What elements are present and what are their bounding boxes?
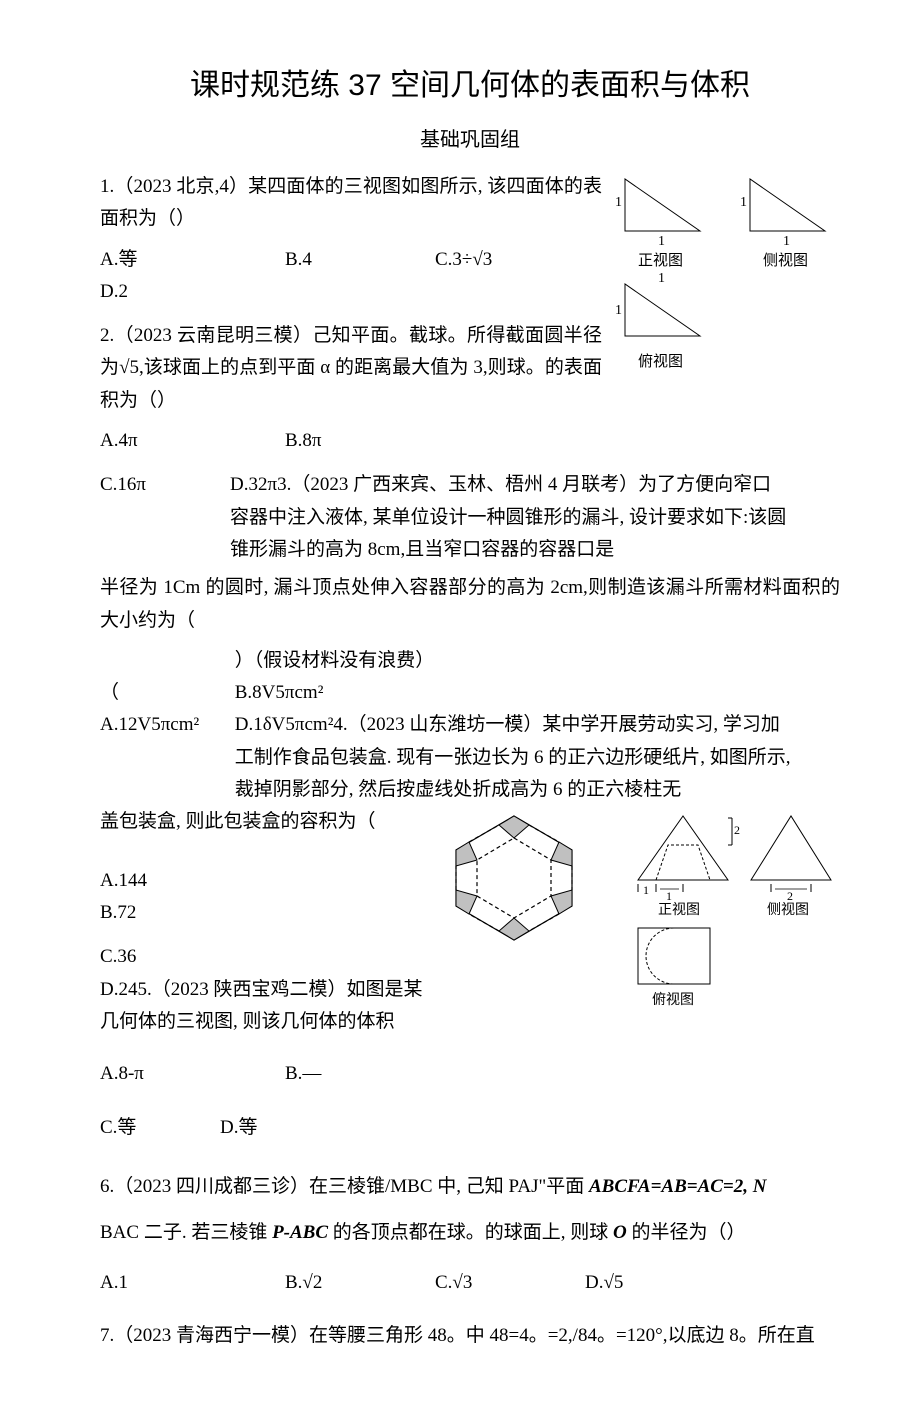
fig1-dim-1f: 1 [615, 303, 622, 318]
fig1-dim-1c: 1 [740, 195, 747, 210]
q5-choice-d: D.等 [220, 1112, 340, 1144]
q3-choice-d: D.1δV5πcm² [235, 714, 334, 735]
q1-choice-a: A.等 [100, 244, 285, 276]
fig5-label-side: 侧视图 [767, 902, 809, 918]
q3-choice-a: A.12V5πcm² [100, 709, 230, 741]
q3-text-part1: 3.（2023 广西来宾、玉林、梧州 4 月联考）为了方便向窄口容器中注入液体,… [230, 474, 786, 560]
q4-choices-row1: A.144 B.72 [100, 865, 429, 930]
q6-text: 6.（2023 四川成都三诊）在三棱锥/MBC 中, 己知 PAJ"平面 ABC… [100, 1171, 840, 1203]
q6-text-line2: BAC 二子. 若三棱锥 P-ABC 的各顶点都在球。的球面上, 则球 O 的半… [100, 1217, 840, 1249]
fig5-label-front: 正视图 [658, 902, 700, 918]
q5-choice-b: B.— [285, 1058, 435, 1090]
fig5-dim-1b: 1 [666, 889, 672, 903]
q6-choices: A.1 B.√2 C.√3 D.√5 [100, 1267, 840, 1299]
fig1-label-side: 侧视图 [763, 252, 808, 269]
q4-choice-c: C.36 [100, 941, 230, 973]
q5-choices-row2: C.等 D.等 [100, 1112, 840, 1144]
q3-choice-b: B.8V5πcm² [235, 682, 324, 703]
q2-choice-d: D.32π [230, 474, 277, 495]
fig1-dim-1a: 1 [615, 195, 622, 210]
fig1-dim-1d: 1 [783, 234, 790, 249]
figure-q1-three-views: 1 1 正视图 1 1 侧视图 1 1 俯视图 [610, 171, 840, 381]
q6-choice-a: A.1 [100, 1267, 285, 1299]
q6-choice-d: D.√5 [585, 1267, 705, 1299]
q5-choice-a: A.8-π [100, 1058, 285, 1090]
fig1-dim-1b: 1 [658, 234, 665, 249]
q2-choice-a: A.4π [100, 425, 285, 457]
fig1-dim-1e: 1 [658, 271, 665, 286]
q3-text-part2: 半径为 1Cm 的圆时, 漏斗顶点处伸入容器部分的高为 2cm,则制造该漏斗所需… [100, 572, 840, 637]
q1-choices: A.等 B.4 C.3÷√3 D.2 [100, 244, 602, 309]
q6-choice-c: C.√3 [435, 1267, 585, 1299]
figure-q4-hexagon [437, 806, 592, 946]
fig1-label-front: 正视图 [638, 252, 683, 269]
section-subtitle: 基础巩固组 [100, 123, 840, 157]
q2-q3-merge-line: C.16πD.32π3.（2023 广西来宾、玉林、梧州 4 月联考）为了方便向… [100, 469, 840, 566]
q3-text-part3: ）（假设材料没有浪费） [235, 650, 435, 671]
fig5-dim-2a: 2 [734, 823, 740, 837]
q5-choice-c: C.等 [100, 1112, 220, 1144]
fig1-label-top: 俯视图 [638, 353, 683, 370]
fig5-label-top: 俯视图 [652, 992, 694, 1008]
q4-choice-b: B.72 [100, 897, 250, 929]
q4-choice-d: D.24 [100, 979, 137, 1000]
fig5-dim-1a: 1 [643, 883, 649, 897]
page-title: 课时规范练 37 空间几何体的表面积与体积 [100, 60, 840, 111]
q2-choice-c: C.16π [100, 469, 230, 501]
q2-choice-b: B.8π [285, 425, 435, 457]
q6-choice-b: B.√2 [285, 1267, 435, 1299]
q7-text: 7.（2023 青海西宁一模）在等腰三角形 48。中 48=4。=2,/84。=… [100, 1320, 840, 1352]
q1-choice-b: B.4 [285, 244, 435, 276]
fig5-dim-2b: 2 [787, 889, 793, 903]
q5-text-part1: 5.（2023 陕西宝鸡二模）如图是某几何体的三视图, 则该几何体的体积 [100, 979, 423, 1032]
q1-choice-d: D.2 [100, 276, 220, 308]
q3-choices-block: （ ）（假设材料没有浪费） B.8V5πcm² A.12V5πcm² D.1δV… [100, 645, 840, 806]
q5-choices-row1: A.8-π B.— [100, 1058, 840, 1090]
q2-choices-row1: A.4π B.8π [100, 425, 840, 457]
q4-choice-a: A.144 [100, 865, 285, 897]
q1-choice-c: C.3÷√3 [435, 244, 585, 276]
figure-q5-three-views: 2 1 1 正视图 2 侧视图 俯视图 [630, 810, 840, 1015]
